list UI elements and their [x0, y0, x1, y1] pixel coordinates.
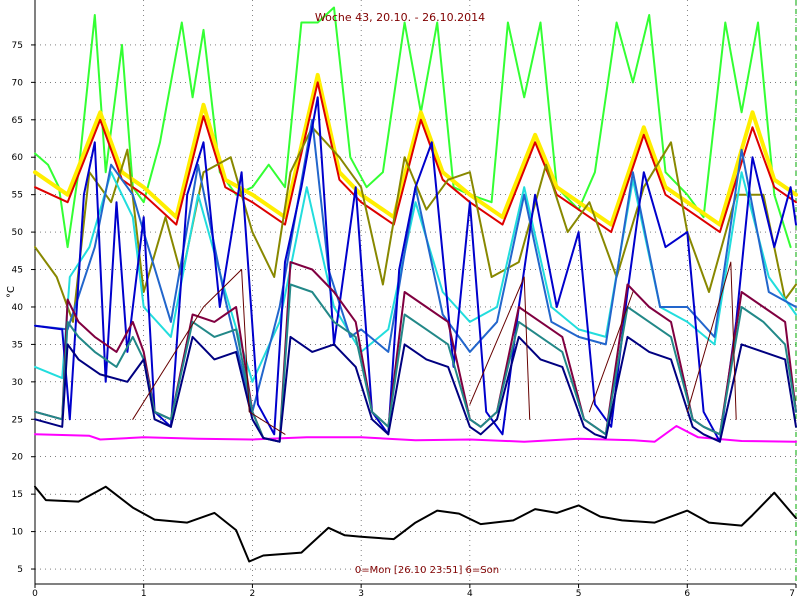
y-axis-label: °C [6, 286, 17, 298]
x-tick-label: 6 [684, 589, 690, 599]
series-line-13 [469, 276, 531, 420]
y-tick-label: 5 [17, 565, 23, 575]
y-tick-label: 65 [12, 116, 23, 126]
y-tick-label: 60 [12, 153, 24, 163]
series-layer [33, 6, 798, 563]
series-line-8 [34, 96, 797, 443]
series-line-14 [588, 291, 634, 413]
series-line-4 [34, 81, 797, 234]
series-line-1 [34, 485, 797, 563]
series-line-2 [34, 6, 792, 249]
series-line-9 [34, 261, 797, 443]
x-tick-label: 5 [576, 589, 582, 599]
y-tick-label: 70 [12, 78, 24, 88]
series-line-15 [686, 261, 737, 420]
y-tick-label: 35 [12, 340, 23, 350]
y-tick-label: 40 [12, 303, 24, 313]
series-line-5 [34, 126, 797, 323]
series-line-12 [132, 269, 286, 435]
x-tick-label: 2 [250, 589, 256, 599]
y-tick-label: 50 [12, 228, 24, 238]
y-tick-label: 75 [12, 41, 23, 51]
series-line-0 [34, 425, 797, 443]
x-tick-label: 3 [358, 589, 364, 599]
y-tick-labels: 5 10 15 20 25 30 35 40 45 50 55 60 65 70 75 [12, 41, 24, 575]
y-tick-label: 45 [12, 266, 23, 276]
x-tick-label: 7 [789, 589, 795, 599]
x-tick-labels: 0 1 2 3 4 5 6 7 [32, 589, 795, 599]
y-tick-label: 55 [12, 191, 23, 201]
x-tick-label: 1 [141, 589, 147, 599]
y-tick-label: 10 [12, 528, 24, 538]
y-tick-label: 30 [12, 378, 24, 388]
x-tick-label: 0 [32, 589, 38, 599]
series-line-3 [33, 72, 798, 227]
y-tick-label: 15 [12, 490, 23, 500]
y-tick-label: 20 [12, 453, 24, 463]
chart-footer: 0=Mon [26.10 23:51] 6=Son [355, 565, 499, 576]
chart-title: Woche 43, 20.10. - 26.10.2014 [315, 11, 485, 24]
x-tick-label: 4 [467, 589, 473, 599]
series-line-11 [34, 335, 797, 443]
y-tick-label: 25 [12, 415, 23, 425]
